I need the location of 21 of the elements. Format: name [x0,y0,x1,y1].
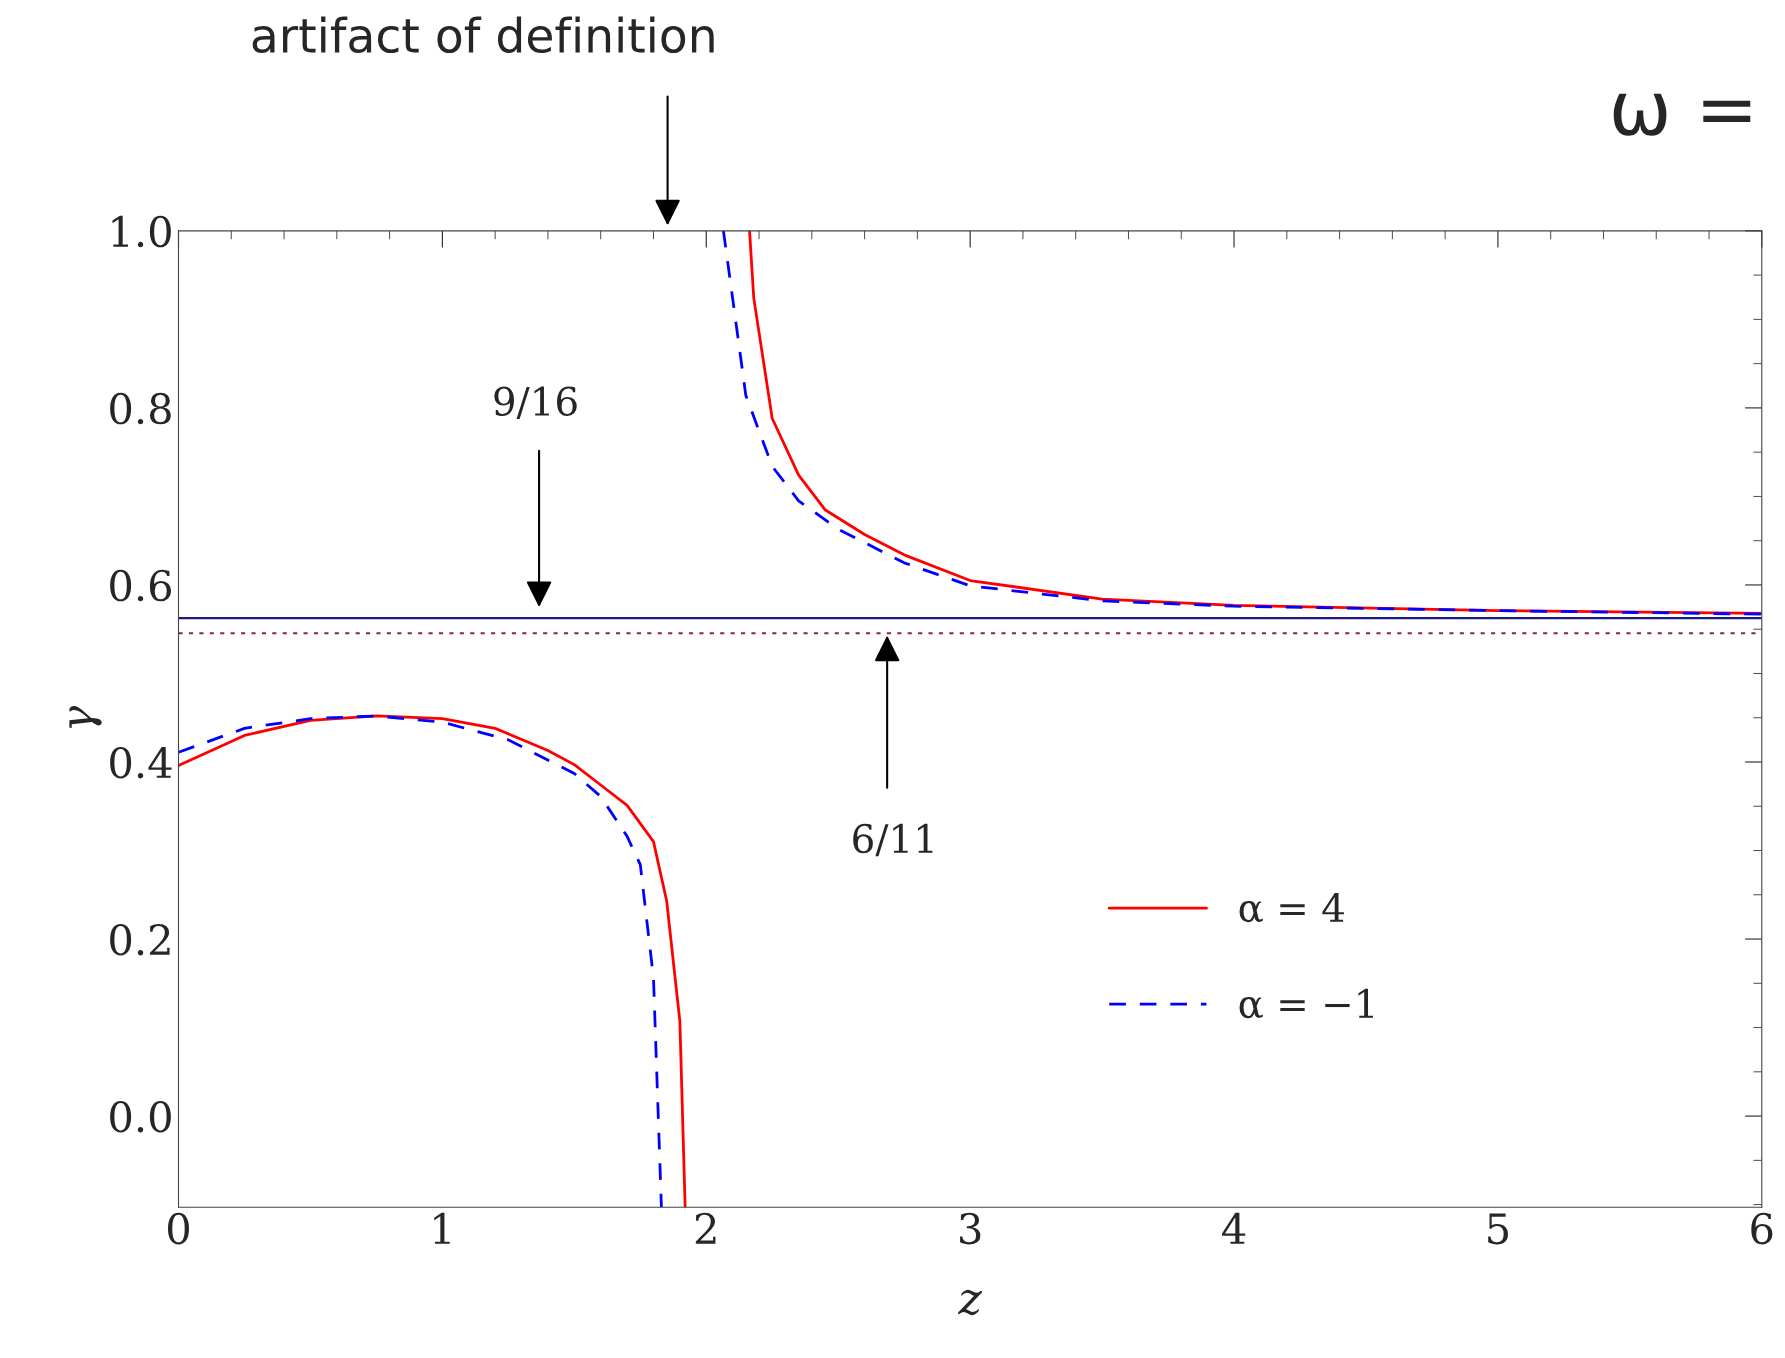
annotation: 9/16 [494,386,577,420]
x-tick-label: 1 [434,1212,450,1244]
x-tick-label: 5 [1488,1213,1508,1245]
text: artifact of definition [252,16,714,54]
y-axis-title: γ [69,705,102,729]
y-tick-label: 0.8 [110,392,171,425]
text: ω = [1613,93,1751,136]
x-tick-label: 2 [695,1212,716,1244]
y-tick-label: 1.0 [112,215,171,248]
y-tick-label: 0.2 [110,923,170,956]
legend-label: α = −1 [1239,988,1373,1019]
x-tick-label: 6 [1751,1212,1773,1245]
y-tick-label: 0.6 [110,569,172,602]
y-tick-label: 0.4 [110,746,172,779]
annotation: 6/11 [853,823,933,857]
x-tick-label: 3 [960,1212,981,1245]
legend-label: α = 4 [1239,892,1344,923]
y-tick-label: 0.0 [110,1100,171,1133]
x-axis-title: z [958,1289,983,1316]
x-tick-label: 4 [1222,1212,1246,1244]
x-tick-label: 0 [167,1212,189,1245]
